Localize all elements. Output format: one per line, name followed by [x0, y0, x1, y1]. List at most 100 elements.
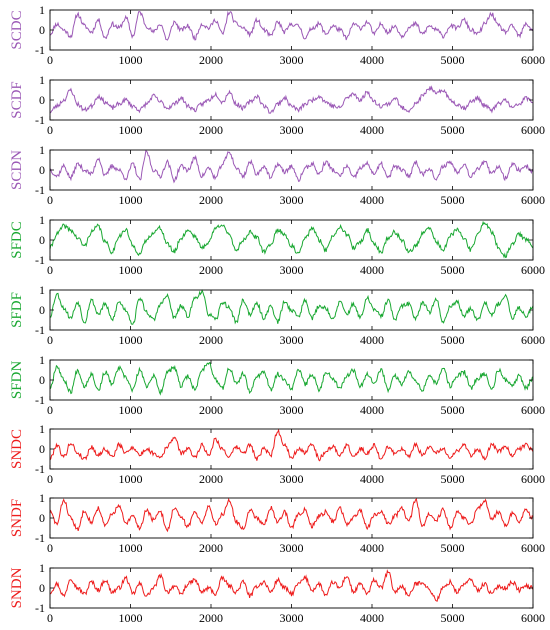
x-tick-label: 0 — [47, 403, 53, 417]
y-tick-label: 1 — [39, 143, 45, 157]
x-tick-label: 3000 — [280, 541, 304, 555]
x-tick-label: 4000 — [360, 193, 384, 207]
x-tick-label: 6000 — [521, 403, 545, 417]
y-tick-label: 0 — [39, 511, 45, 525]
x-tick-label: 0 — [47, 53, 53, 67]
x-tick-label: 2000 — [199, 403, 223, 417]
y-tick-label: 1 — [39, 491, 45, 505]
y-tick-label: 0 — [39, 23, 45, 37]
y-tick-label: 0 — [39, 163, 45, 177]
x-tick-label: 6000 — [521, 263, 545, 277]
series-line — [49, 10, 534, 41]
y-tick-label: 1 — [39, 73, 45, 87]
y-tick-label: 1 — [39, 213, 45, 227]
y-axis-label: SNDF — [9, 499, 25, 537]
y-tick-label: 0 — [39, 303, 45, 317]
x-tick-label: 3000 — [280, 53, 304, 67]
x-tick-label: 0 — [47, 472, 53, 486]
x-tick-label: 2000 — [199, 53, 223, 67]
x-tick-label: 5000 — [441, 53, 465, 67]
x-tick-label: 0 — [47, 123, 53, 137]
x-tick-label: 2000 — [199, 263, 223, 277]
x-tick-label: 6000 — [521, 123, 545, 137]
x-tick-label: 1000 — [119, 472, 143, 486]
y-axis-label: SCDC — [9, 10, 25, 49]
x-tick-label: 1000 — [119, 403, 143, 417]
y-tick-label: 1 — [39, 422, 45, 436]
y-axis-label: SFDF — [9, 292, 25, 328]
y-tick-label: -1 — [35, 43, 45, 57]
x-tick-label: 1000 — [119, 333, 143, 347]
x-tick-label: 5000 — [441, 403, 465, 417]
x-tick-label: 3000 — [280, 123, 304, 137]
y-tick-label: -1 — [35, 183, 45, 197]
x-tick-label: 5000 — [441, 541, 465, 555]
y-axis-label: SNDC — [9, 429, 25, 469]
y-axis-label: SCDN — [9, 150, 25, 190]
x-tick-label: 4000 — [360, 333, 384, 347]
x-tick-label: 1000 — [119, 611, 143, 625]
y-tick-label: -1 — [35, 323, 45, 337]
x-tick-label: 0 — [47, 193, 53, 207]
y-axis-label: SCDF — [9, 81, 25, 119]
x-tick-label: 6000 — [521, 53, 545, 67]
y-tick-label: -1 — [35, 393, 45, 407]
y-tick-label: 0 — [39, 233, 45, 247]
x-tick-label: 1000 — [119, 193, 143, 207]
x-tick-label: 3000 — [280, 472, 304, 486]
series-line — [49, 85, 534, 114]
x-tick-label: 3000 — [280, 403, 304, 417]
x-tick-label: 6000 — [521, 333, 545, 347]
series-line — [49, 428, 534, 462]
x-tick-label: 5000 — [441, 333, 465, 347]
x-tick-label: 5000 — [441, 472, 465, 486]
series-line — [50, 289, 534, 325]
x-tick-label: 2000 — [199, 611, 223, 625]
x-tick-label: 0 — [47, 541, 53, 555]
series-line — [49, 150, 534, 184]
x-tick-label: 6000 — [521, 193, 545, 207]
x-tick-label: 6000 — [521, 611, 545, 625]
x-tick-label: 2000 — [199, 193, 223, 207]
x-tick-label: 1000 — [119, 53, 143, 67]
y-axis-label: SNDN — [9, 567, 25, 608]
x-tick-label: 4000 — [360, 53, 384, 67]
x-tick-label: 2000 — [199, 472, 223, 486]
series-line — [49, 362, 534, 396]
x-tick-label: 2000 — [199, 123, 223, 137]
series-line — [49, 220, 534, 259]
x-tick-label: 3000 — [280, 333, 304, 347]
x-tick-label: 1000 — [119, 541, 143, 555]
plot-frame — [49, 149, 534, 191]
x-tick-label: 0 — [47, 263, 53, 277]
y-tick-label: -1 — [35, 601, 45, 615]
x-tick-label: 6000 — [521, 472, 545, 486]
plot-frame — [49, 219, 534, 261]
y-tick-label: -1 — [35, 462, 45, 476]
x-tick-label: 5000 — [441, 123, 465, 137]
x-tick-label: 4000 — [360, 611, 384, 625]
x-tick-label: 4000 — [360, 123, 384, 137]
y-axis-label: SFDC — [9, 221, 25, 259]
x-tick-label: 2000 — [199, 541, 223, 555]
y-tick-label: 0 — [39, 442, 45, 456]
series-line — [49, 497, 534, 533]
x-tick-label: 0 — [47, 333, 53, 347]
y-tick-label: 1 — [39, 3, 45, 17]
plot-frame — [49, 359, 534, 401]
x-tick-label: 6000 — [521, 541, 545, 555]
x-tick-label: 4000 — [360, 472, 384, 486]
plot-frame — [49, 497, 534, 539]
y-axis-label: SFDN — [9, 361, 25, 400]
y-tick-label: 1 — [39, 283, 45, 297]
x-tick-label: 3000 — [280, 611, 304, 625]
